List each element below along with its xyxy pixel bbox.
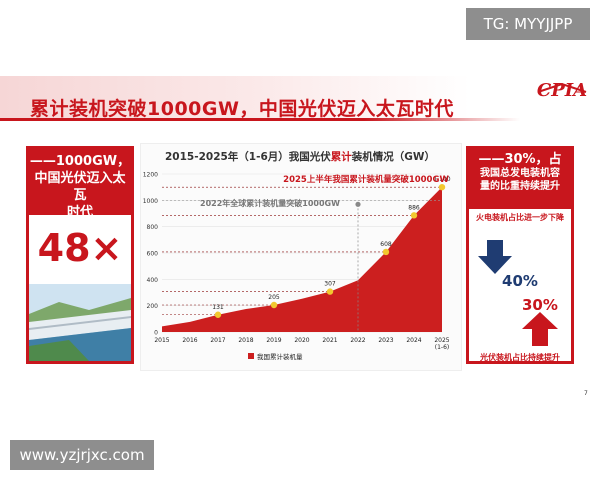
title-underline <box>0 118 520 121</box>
left-panel-header: ——1000GW， 中国光伏迈入太瓦 时代 <box>29 149 131 220</box>
chart-title-highlight: 累计 <box>330 151 352 163</box>
data-point <box>438 183 446 191</box>
y-tick-label: 1200 <box>143 172 158 179</box>
cpia-logo-text: CPIA <box>536 80 588 101</box>
data-label: 205 <box>268 294 280 301</box>
data-point-2022 <box>355 201 361 207</box>
dam-photo <box>29 284 131 361</box>
data-label: 608 <box>380 241 392 248</box>
right-line3: 量的比重持续提升 <box>480 181 560 192</box>
thermal-share-value: 40% <box>502 272 538 290</box>
x-tick-label: 2015 <box>154 337 169 344</box>
data-label: 307 <box>324 281 336 288</box>
chart-title-prefix: 2015-2025年（1-6月）我国光伏 <box>165 151 331 163</box>
chart-title: 2015-2025年（1-6月）我国光伏累计装机情况（GW） <box>140 149 460 164</box>
cpia-logo <box>537 82 587 93</box>
thermal-share-label: 火电装机占比进一步下降 <box>476 213 564 222</box>
annotation: 2022年全球累计装机量突破1000GW <box>200 198 340 208</box>
legend-label: 我国累计装机量 <box>257 352 303 361</box>
right-line2: 我国总发电装机容 <box>480 168 560 179</box>
x-tick-label: 2020 <box>294 337 309 344</box>
x-tick-label: 2016 <box>182 337 197 344</box>
y-tick-label: 1000 <box>143 198 158 205</box>
chart-svg: 0 200 400 600 800 1000 1200 131 205 307 608 886 1,10… <box>143 172 451 362</box>
x-tick-label: 2023 <box>378 337 393 344</box>
data-label: 1,100 <box>433 176 450 183</box>
pv-share-label: 光伏装机占比持续提升 <box>480 353 560 362</box>
x-tick-sublabel: (1-6) <box>435 344 449 351</box>
slide-title: 累计装机突破1000GW，中国光伏迈入太瓦时代 <box>30 98 454 120</box>
y-tick-label: 200 <box>147 303 159 310</box>
left-line3: 时代 <box>66 205 93 220</box>
left-line1: ——1000GW， <box>29 154 131 169</box>
data-point <box>270 301 278 309</box>
x-tick-label: 2018 <box>238 337 253 344</box>
y-tick-label: 0 <box>154 330 158 337</box>
data-point <box>214 311 222 318</box>
legend-swatch <box>248 353 254 359</box>
y-tick-label: 400 <box>147 277 159 284</box>
arrow-down-icon <box>478 240 512 274</box>
annotation: 2025上半年我国累计装机量突破1000GW <box>283 174 449 185</box>
multiplier-value: 48× <box>37 226 123 270</box>
data-point <box>382 248 390 256</box>
arrow-up-icon <box>522 312 558 346</box>
series-area <box>162 187 442 332</box>
x-tick-label: 2025 <box>434 337 449 344</box>
right-line1: ——30%，占 <box>478 152 562 167</box>
x-tick-label: 2024 <box>406 337 421 344</box>
data-point <box>326 288 334 295</box>
x-tick-label: 2021 <box>322 337 337 344</box>
x-tick-label: 2017 <box>210 337 225 344</box>
watermark-tg-label: TG: MYYJJPP <box>466 8 590 40</box>
x-tick-label: 2019 <box>266 337 281 344</box>
title-banner <box>0 76 470 120</box>
watermark-website: www.yzjrjxc.com <box>10 440 154 470</box>
right-panel-header: ——30%，占 我国总发电装机容 量的比重持续提升 <box>469 149 571 209</box>
data-point <box>410 212 418 219</box>
pv-share-value: 30% <box>522 296 558 314</box>
data-label: 886 <box>408 204 420 211</box>
data-label: 131 <box>212 304 224 311</box>
x-tick-label: 2022 <box>350 337 365 344</box>
y-tick-label: 600 <box>147 251 159 258</box>
chart-title-suffix: 装机情况（GW） <box>351 151 435 163</box>
page-number: 7 <box>584 390 588 397</box>
left-line2: 中国光伏迈入太瓦 <box>34 171 126 203</box>
y-tick-label: 800 <box>147 224 159 231</box>
